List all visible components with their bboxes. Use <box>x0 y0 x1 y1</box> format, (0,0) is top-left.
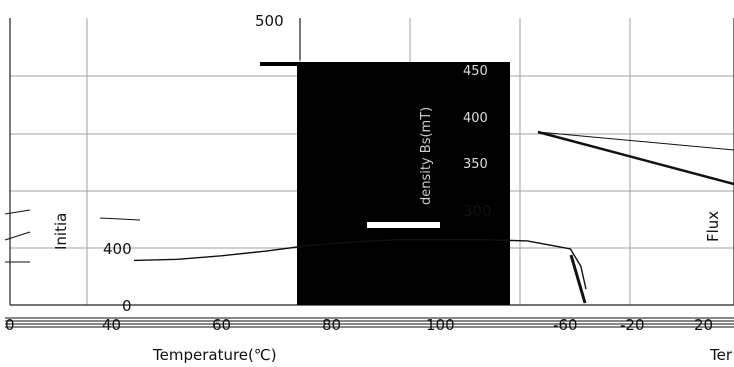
y-tick-label: 400 <box>103 240 132 258</box>
inset-tick-label: 350 <box>463 157 488 172</box>
overlay-notch-cut <box>367 222 440 228</box>
x-tick-label: 80 <box>322 316 341 334</box>
x-axis-band <box>5 317 734 328</box>
y-tick-labels: 500 400 0 <box>103 12 284 315</box>
series-line-initial <box>133 238 587 290</box>
left-artefacts <box>4 209 141 263</box>
overlay-blocks <box>260 62 510 305</box>
overlay-ledge <box>260 62 297 66</box>
x-axis-label: Temperature(℃) <box>152 346 277 364</box>
x-tick-label: 0 <box>5 316 15 334</box>
inset-y-axis-label: density Bs(mT) <box>419 107 434 205</box>
series-line-tail <box>569 254 587 304</box>
inset-tick-label: 300 <box>463 202 492 220</box>
x-tick-label-right: 20 <box>694 316 713 334</box>
series-line-flux <box>537 130 734 186</box>
inset-tick-label: 400 <box>463 111 488 126</box>
x-tick-labels: 0 40 60 80 100 -60 -20 20 <box>5 316 713 334</box>
x-tick-label: 100 <box>426 316 455 334</box>
y-tick-label: 0 <box>122 297 132 315</box>
x-tick-label-right: -20 <box>620 316 645 334</box>
y-tick-label: 500 <box>255 12 284 30</box>
x-axis-label-right: Ter <box>709 346 733 364</box>
x-tick-label-right: -60 <box>553 316 578 334</box>
x-tick-label: 40 <box>102 316 121 334</box>
y-axis-label: Initia <box>52 213 70 250</box>
x-tick-label: 60 <box>212 316 231 334</box>
series-layer <box>133 130 734 304</box>
series-line-flux-thin <box>537 131 734 151</box>
inset-tick-labels: 450 400 350 300 <box>463 64 492 220</box>
inset-tick-label: 450 <box>463 64 488 79</box>
y-axis-label-right: Flux <box>704 211 722 242</box>
